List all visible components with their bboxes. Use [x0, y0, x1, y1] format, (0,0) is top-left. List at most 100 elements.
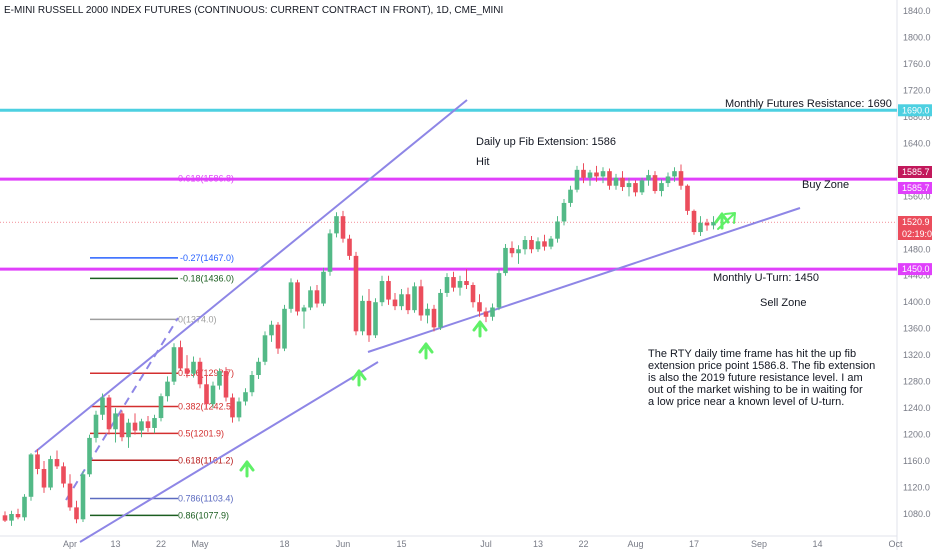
- candle-body: [516, 249, 521, 254]
- u-turn-label: Monthly U-Turn: 1450: [713, 272, 819, 284]
- candle-body: [152, 418, 157, 428]
- candle-body: [418, 286, 424, 316]
- candle-body: [353, 255, 359, 332]
- fib-level-label: 0.618(1161.2): [178, 455, 233, 465]
- level-price-tag-text: 1450.0: [902, 264, 930, 274]
- price-tag: [898, 182, 932, 194]
- candle-body: [633, 183, 638, 193]
- price-tags: 1690.0 1450.0 1585.7 1585.7 1520.9 02:19:09: [898, 104, 932, 276]
- candle-body: [444, 277, 450, 293]
- price-tick-label: 1680.0: [903, 112, 931, 122]
- candle-body: [711, 222, 716, 226]
- time-tick-label: 13: [110, 539, 120, 549]
- channel-upper-line[interactable]: [34, 99, 468, 453]
- candle-body: [74, 507, 79, 520]
- candle-body: [61, 466, 66, 484]
- channel-lower-line[interactable]: [79, 361, 379, 543]
- candle-body: [477, 302, 482, 312]
- candle-body: [314, 290, 320, 304]
- time-tick-label: Jul: [480, 539, 492, 549]
- time-tick-label: 14: [812, 539, 822, 549]
- candle-body: [405, 294, 411, 311]
- candle-body: [158, 396, 164, 419]
- candle-body: [496, 273, 502, 308]
- candle-body: [685, 185, 690, 211]
- candle-body: [230, 397, 235, 418]
- candle-body: [483, 311, 489, 317]
- candle-body: [594, 172, 599, 177]
- candle-body: [87, 437, 92, 475]
- candle-body: [613, 177, 619, 186]
- time-tick-label: May: [191, 539, 209, 549]
- price-tick-label: 1440.0: [903, 271, 931, 281]
- fib-trend-dashed-line[interactable]: [65, 317, 179, 501]
- price-tick-label: 1280.0: [903, 377, 931, 387]
- candle-body: [35, 454, 40, 469]
- candles: [2, 163, 716, 526]
- sell-zone-label: Sell Zone: [760, 297, 806, 309]
- time-tick-label: 17: [689, 539, 699, 549]
- candle-body: [236, 401, 242, 418]
- analysis-note: The RTY daily time frame has hit the up …: [648, 348, 875, 408]
- candle-body: [262, 335, 268, 362]
- fib-level-label: -0.27(1467.0): [180, 253, 234, 263]
- time-tick-label: 22: [578, 539, 588, 549]
- candle-body: [698, 222, 703, 233]
- candle-body: [555, 221, 560, 239]
- candle-body: [392, 299, 398, 307]
- candle-body: [210, 385, 216, 405]
- price-tag-text: 02:19:09: [902, 229, 932, 239]
- candle-body: [431, 308, 437, 328]
- candle-body: [249, 375, 255, 393]
- candle-body: [581, 169, 586, 178]
- price-tick-label: 1200.0: [903, 430, 931, 440]
- candle-body: [288, 282, 294, 309]
- candle-body: [243, 392, 248, 402]
- candle-body: [399, 294, 404, 307]
- candle-body: [132, 422, 138, 431]
- candle-body: [366, 300, 372, 336]
- time-tick-label: Aug: [627, 539, 643, 549]
- fib-extension-label: Daily up Fib Extension: 1586: [476, 136, 616, 148]
- candle-body: [529, 239, 534, 250]
- time-tick-label: Oct: [888, 539, 903, 549]
- note-line: out of the market wishing to be in waiti…: [648, 384, 863, 396]
- candle-body: [223, 371, 229, 398]
- note-line: is also the 2019 future resistance level…: [648, 372, 863, 384]
- chart-title: E-MINI RUSSELL 2000 INDEX FUTURES (CONTI…: [4, 5, 503, 16]
- fib-level-label: 0.786(1103.4): [178, 494, 233, 504]
- candle-body: [327, 233, 333, 272]
- price-tick-label: 1160.0: [903, 456, 930, 466]
- fib-level-label: 0.618(1586.8): [178, 174, 234, 184]
- candle-body: [652, 175, 658, 192]
- candle-body: [165, 381, 170, 397]
- price-tick-label: 1720.0: [903, 85, 931, 95]
- price-tick-label: 1560.0: [903, 191, 931, 201]
- diagonal-arrow-icon: [717, 212, 736, 230]
- time-tick-label: Jun: [336, 539, 351, 549]
- candle-body: [535, 241, 541, 250]
- fib-level-label: 0.236(1292.7): [178, 368, 234, 378]
- candle-body: [28, 454, 34, 497]
- up-arrow-icon: [351, 369, 367, 387]
- price-tick-label: 1320.0: [903, 350, 931, 360]
- candle-body: [184, 368, 190, 374]
- candle-body: [347, 238, 352, 256]
- candle-body: [412, 286, 417, 311]
- candle-body: [574, 169, 580, 190]
- time-tick-label: 22: [156, 539, 166, 549]
- candle-body: [191, 361, 196, 374]
- candle-body: [67, 483, 73, 508]
- candle-body: [113, 413, 118, 430]
- up-arrows: [239, 212, 736, 478]
- candle-body: [626, 183, 632, 188]
- candle-body: [178, 347, 183, 369]
- candle-body: [301, 307, 307, 312]
- candle-body: [93, 414, 99, 438]
- price-tick-label: 1360.0: [903, 324, 931, 334]
- price-tick-label: 1640.0: [903, 138, 931, 148]
- candle-body: [600, 171, 606, 177]
- candle-body: [678, 171, 684, 186]
- candle-body: [340, 216, 346, 239]
- candle-body: [522, 239, 528, 250]
